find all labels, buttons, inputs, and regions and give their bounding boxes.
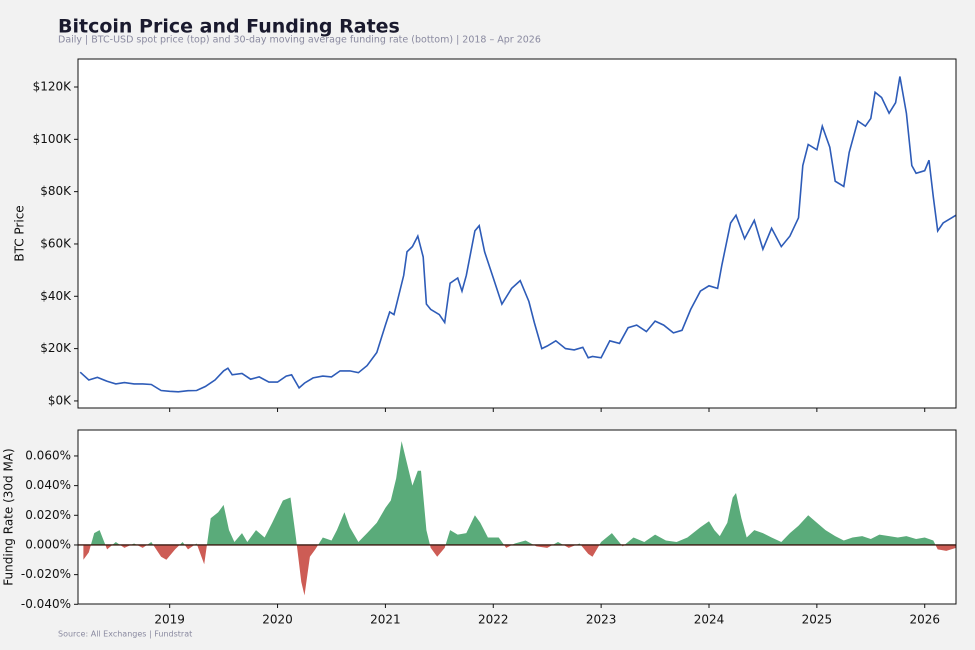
x-tick-label: 2022 (478, 613, 509, 627)
y-tick-label: 0.020% (25, 508, 71, 522)
source: Source: All Exchanges | Fundstrat (58, 630, 192, 639)
plot-area (78, 59, 956, 408)
y-tick-label: $80K (40, 184, 72, 198)
y-tick-label: 0.040% (25, 478, 71, 492)
x-tick-label: 2020 (262, 613, 293, 627)
funding-area-negative (83, 544, 956, 596)
y-axis-label: Funding Rate (30d MA) (2, 448, 16, 585)
x-tick-label: 2025 (802, 613, 833, 627)
plot-frame (77, 58, 957, 409)
x-tick-label: 2023 (586, 613, 617, 627)
y-tick-label: 0.060% (25, 448, 71, 462)
x-tick-label: 2026 (909, 613, 940, 627)
x-tick-label: 2019 (154, 613, 185, 627)
subtitle: Daily | BTC-USD spot price (top) and 30-… (58, 35, 541, 46)
y-tick-label: 0.000% (25, 537, 71, 551)
y-tick-label: -0.040% (21, 597, 71, 611)
y-tick-label: $40K (40, 289, 72, 303)
y-axis-label: BTC Price (13, 205, 27, 261)
y-tick-label: $120K (33, 79, 73, 93)
y-tick-label: $20K (40, 341, 72, 355)
plot-area (78, 430, 956, 604)
x-tick-label: 2024 (694, 613, 725, 627)
y-tick-label: $0K (48, 393, 72, 407)
y-tick-label: $100K (33, 132, 73, 146)
plot-frame (77, 429, 957, 605)
y-tick-label: -0.020% (21, 567, 71, 581)
title: Bitcoin Price and Funding Rates (58, 16, 400, 38)
price-line (79, 76, 957, 393)
x-tick-label: 2021 (370, 613, 401, 627)
y-tick-label: $60K (40, 236, 72, 250)
